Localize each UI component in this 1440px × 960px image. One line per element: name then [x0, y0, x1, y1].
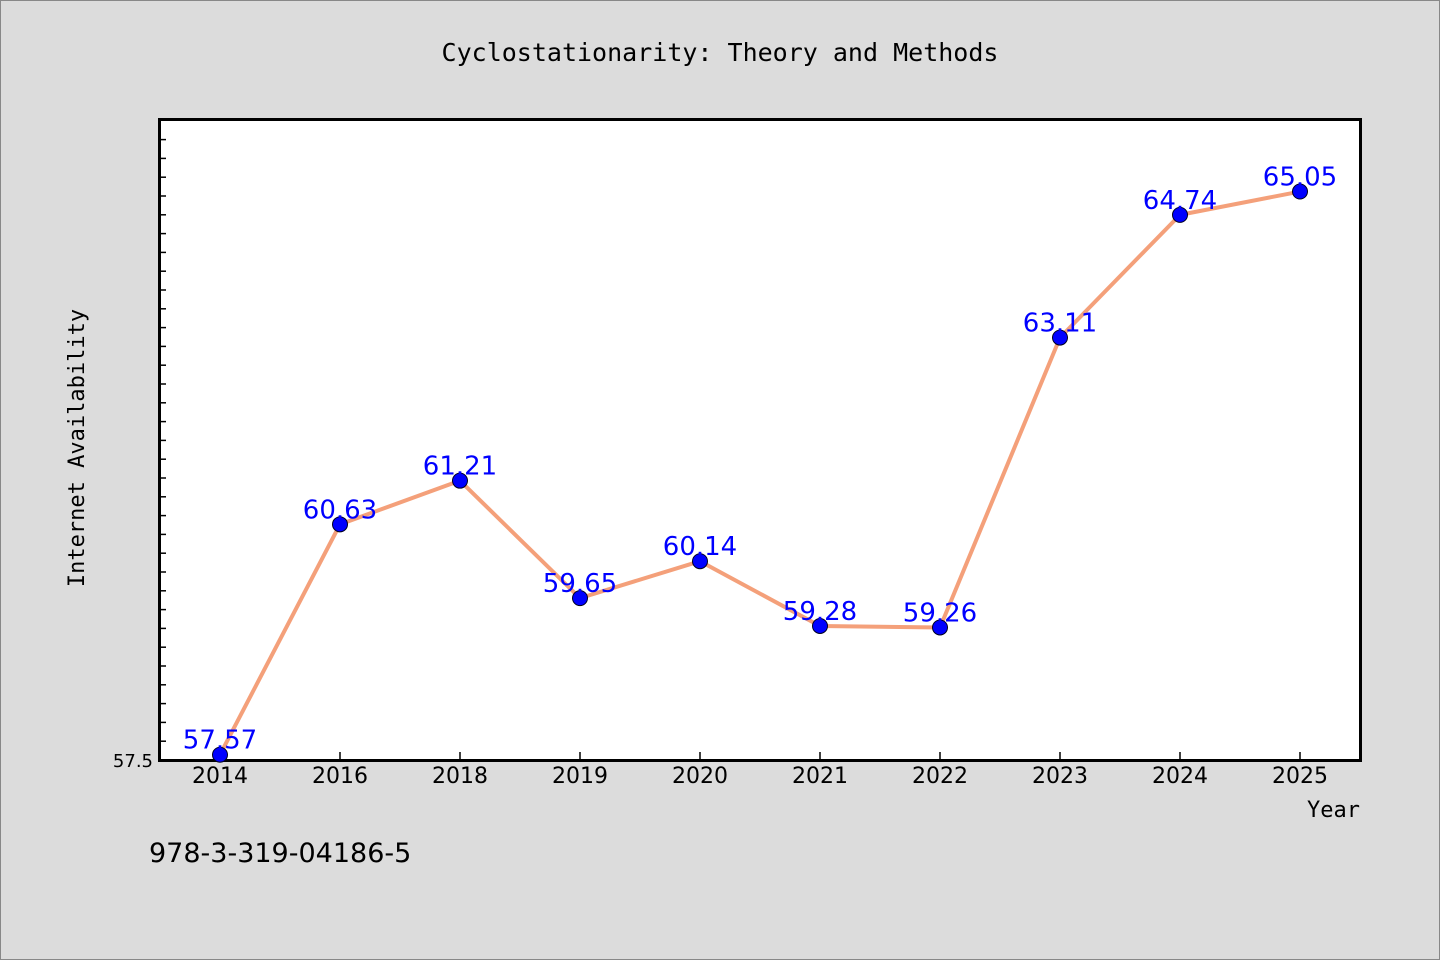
x-tick-label: 2024	[1152, 764, 1208, 789]
data-label: 59.28	[783, 597, 857, 627]
data-label: 63.11	[1023, 309, 1097, 339]
x-tick-label: 2022	[912, 764, 968, 789]
series-line	[218, 189, 1302, 757]
y-tick-label: 57.5	[113, 751, 153, 772]
x-tick-label: 2023	[1032, 764, 1088, 789]
x-tick-label: 2018	[432, 764, 488, 789]
data-point	[1172, 206, 1188, 223]
isbn-text: 978-3-319-04186-5	[149, 838, 411, 869]
x-tick-label: 2014	[192, 764, 248, 789]
data-point	[812, 617, 828, 634]
x-tick-label: 2016	[312, 764, 368, 789]
data-label: 64.74	[1143, 186, 1217, 216]
data-point	[1052, 329, 1068, 346]
data-labels: 57.57 60.63 61.21 59.65 60.14 59.28 59.26 63.11…	[183, 163, 1337, 756]
data-label: 59.26	[903, 598, 977, 628]
data-label: 65.05	[1263, 163, 1337, 193]
data-label: 59.65	[543, 569, 617, 599]
data-label: 60.14	[663, 532, 737, 562]
x-axis-tick-labels: 2014 2016 2018 2019 2020 2021 2022 2023 2024 2025	[192, 764, 1328, 789]
data-point	[332, 516, 348, 533]
data-label: 57.57	[183, 726, 257, 756]
x-axis-ticks	[219, 752, 1301, 760]
data-point	[692, 553, 708, 570]
y-axis-ticks	[160, 138, 166, 761]
data-label: 60.63	[303, 495, 377, 525]
x-tick-label: 2019	[552, 764, 608, 789]
data-point	[1292, 183, 1308, 200]
data-point	[212, 746, 228, 763]
x-tick-label: 2025	[1272, 764, 1328, 789]
plot-area	[158, 118, 1362, 762]
data-label: 61.21	[423, 452, 497, 482]
data-point	[932, 619, 948, 636]
chart-title: Cyclostationarity: Theory and Methods	[442, 38, 999, 67]
series-line-group	[218, 189, 1302, 757]
x-tick-label: 2021	[792, 764, 848, 789]
data-point	[572, 590, 588, 607]
y-axis-label: Internet Availability	[65, 309, 90, 587]
x-tick-label: 2020	[672, 764, 728, 789]
data-point	[452, 472, 468, 489]
x-axis-label: Year	[1307, 798, 1360, 823]
series-markers	[212, 183, 1308, 763]
